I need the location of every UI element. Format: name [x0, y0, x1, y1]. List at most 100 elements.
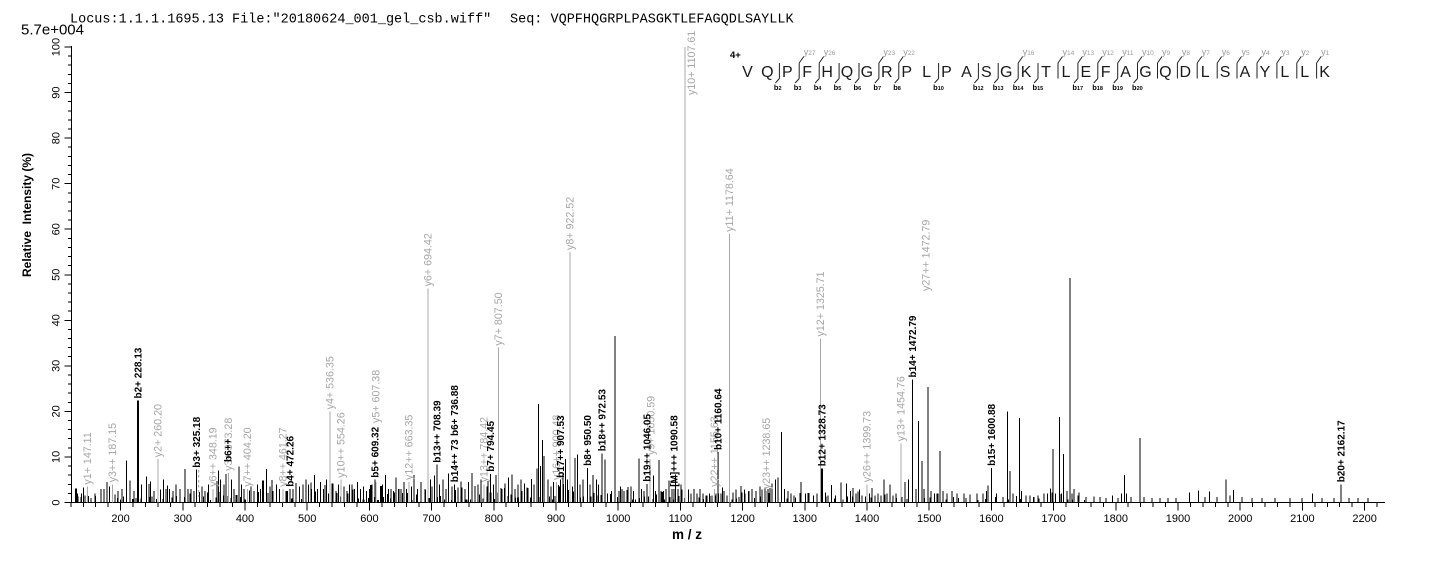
svg-text:y23: y23	[883, 47, 895, 57]
svg-text:F: F	[802, 64, 812, 81]
svg-text:1400: 1400	[855, 513, 879, 525]
svg-text:y3+ 373.28: y3+ 373.28	[223, 418, 235, 471]
svg-text:b3: b3	[794, 83, 802, 92]
svg-text:1900: 1900	[1166, 513, 1190, 525]
svg-text:b2: b2	[774, 83, 782, 92]
svg-text:80: 80	[51, 132, 63, 144]
svg-text:90: 90	[51, 86, 63, 98]
svg-text:b20+ 2162.17: b20+ 2162.17	[1337, 420, 1348, 482]
svg-text:b12+ 1328.73: b12+ 1328.73	[818, 404, 829, 466]
svg-text:P: P	[901, 64, 912, 81]
svg-text:y5: y5	[1242, 47, 1251, 57]
svg-text:b10: b10	[933, 83, 944, 92]
svg-text:2100: 2100	[1290, 513, 1314, 525]
svg-text:y13+ 1454.76: y13+ 1454.76	[896, 376, 908, 441]
svg-text:y12: y12	[1102, 47, 1114, 57]
svg-text:E: E	[1080, 64, 1091, 81]
svg-text:G: G	[1000, 64, 1012, 81]
svg-text:b14++ 73: b14++ 73	[450, 439, 461, 482]
svg-text:y12+ 1325.71: y12+ 1325.71	[815, 271, 827, 336]
svg-text:y22: y22	[903, 47, 915, 57]
svg-text:b6: b6	[854, 83, 862, 92]
svg-text:b18++ 972.53: b18++ 972.53	[597, 389, 608, 452]
svg-text:[M]+++ 1090.58: [M]+++ 1090.58	[670, 415, 681, 487]
svg-text:P: P	[941, 64, 952, 81]
svg-text:y8++ 461.27: y8++ 461.27	[278, 427, 290, 486]
svg-text:70: 70	[51, 178, 63, 190]
svg-text:0: 0	[51, 499, 63, 505]
svg-text:A: A	[1120, 64, 1131, 81]
svg-text:b8+ 950.50: b8+ 950.50	[583, 415, 594, 466]
svg-text:b5+ 609.32: b5+ 609.32	[371, 426, 382, 477]
svg-text:S: S	[981, 64, 992, 81]
svg-text:y13++ 784.42: y13++ 784.42	[479, 417, 491, 482]
svg-text:y2: y2	[1301, 47, 1310, 57]
svg-text:T: T	[1041, 64, 1051, 81]
svg-text:200: 200	[111, 513, 129, 525]
svg-text:V: V	[742, 64, 753, 81]
svg-text:10: 10	[51, 451, 63, 463]
svg-text:Relative Intensity (%): Relative Intensity (%)	[20, 153, 34, 277]
svg-text:H: H	[821, 64, 833, 81]
svg-text:G: G	[861, 64, 873, 81]
svg-text:2200: 2200	[1352, 513, 1376, 525]
svg-text:Y: Y	[1260, 64, 1271, 81]
svg-text:500: 500	[298, 513, 316, 525]
svg-text:b14+ 1472.79: b14+ 1472.79	[908, 315, 919, 377]
svg-text:y4+ 536.35: y4+ 536.35	[324, 356, 336, 409]
svg-text:y6: y6	[1222, 47, 1231, 57]
svg-text:b19: b19	[1112, 83, 1123, 92]
svg-text:20: 20	[51, 405, 63, 417]
svg-text:y3++ 187.15: y3++ 187.15	[107, 423, 119, 482]
svg-text:b14: b14	[1013, 83, 1025, 92]
svg-text:D: D	[1180, 64, 1192, 81]
svg-text:y7++ 404.20: y7++ 404.20	[242, 427, 254, 486]
svg-text:b17: b17	[1072, 83, 1083, 92]
svg-text:b3+ 325.18: b3+ 325.18	[192, 416, 203, 467]
svg-text:y6++ 348.19: y6++ 348.19	[208, 427, 220, 486]
svg-text:b5: b5	[834, 83, 842, 92]
svg-text:Q: Q	[1159, 64, 1171, 81]
svg-text:F: F	[1101, 64, 1111, 81]
svg-text:y2+ 260.20: y2+ 260.20	[153, 404, 165, 457]
svg-text:b13++ 708.39: b13++ 708.39	[432, 400, 443, 463]
svg-text:1500: 1500	[917, 513, 941, 525]
svg-text:y26: y26	[824, 47, 836, 57]
svg-text:50: 50	[51, 269, 63, 281]
svg-text:K: K	[1021, 64, 1032, 81]
svg-text:y10: y10	[1142, 47, 1154, 57]
svg-text:30: 30	[51, 360, 63, 372]
svg-text:b13: b13	[993, 83, 1004, 92]
svg-text:L: L	[1280, 64, 1289, 81]
svg-text:S: S	[1220, 64, 1231, 81]
svg-text:y23++ 1238.65: y23++ 1238.65	[761, 418, 773, 489]
svg-text:R: R	[881, 64, 893, 81]
svg-text:y7+ 807.50: y7+ 807.50	[493, 292, 505, 345]
svg-text:G: G	[1139, 64, 1151, 81]
svg-text:L: L	[1300, 64, 1309, 81]
svg-text:Seq: VQPFHQGRPLPASGKTLEFAGQDLS: Seq: VQPFHQGRPLPASGKTLEFAGQDLSAYLLK	[510, 13, 794, 28]
svg-text:1300: 1300	[793, 513, 817, 525]
svg-text:y26++ 1399.73: y26++ 1399.73	[861, 411, 873, 482]
svg-text:Locus:1.1.1.1695.13 File:"2018: Locus:1.1.1.1695.13 File:"20180624_001_g…	[70, 13, 491, 28]
svg-text:y5+ 607.38: y5+ 607.38	[370, 370, 382, 423]
svg-text:b12: b12	[973, 83, 984, 92]
svg-text:b4: b4	[814, 83, 823, 92]
svg-text:b15: b15	[1033, 83, 1044, 92]
svg-text:b10+ 1160.64: b10+ 1160.64	[714, 388, 725, 450]
svg-text:y14: y14	[1063, 47, 1075, 57]
svg-text:400: 400	[236, 513, 254, 525]
svg-text:m / z: m / z	[672, 527, 702, 542]
svg-text:y8+ 922.52: y8+ 922.52	[565, 197, 577, 250]
svg-text:4+: 4+	[730, 50, 741, 61]
svg-text:y27: y27	[804, 47, 816, 57]
svg-text:b6+ 736.88: b6+ 736.88	[450, 385, 461, 436]
svg-text:y6+ 694.42: y6+ 694.42	[423, 233, 435, 286]
svg-text:1700: 1700	[1041, 513, 1065, 525]
svg-text:P: P	[782, 64, 793, 81]
svg-text:y1: y1	[1321, 47, 1330, 57]
svg-text:2000: 2000	[1228, 513, 1252, 525]
svg-text:y7: y7	[1202, 47, 1211, 57]
svg-text:1100: 1100	[669, 513, 693, 525]
svg-text:900: 900	[547, 513, 565, 525]
